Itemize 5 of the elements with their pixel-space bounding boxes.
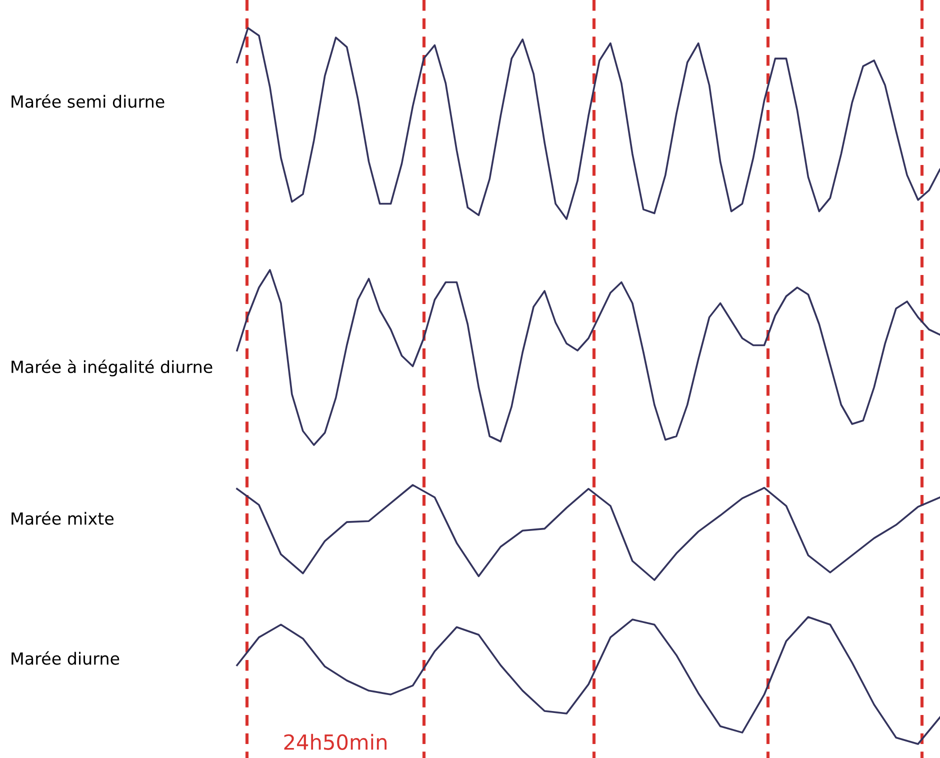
y-axis-title: Marée semi diurne [12, 94, 164, 108]
y-axis-title: Marée mixte [12, 511, 114, 525]
y-axis-title: Marée diurne [12, 651, 120, 665]
y-axis-title: Marée à inégalité diurne [12, 360, 212, 376]
annotation: 24h50min [284, 734, 386, 750]
